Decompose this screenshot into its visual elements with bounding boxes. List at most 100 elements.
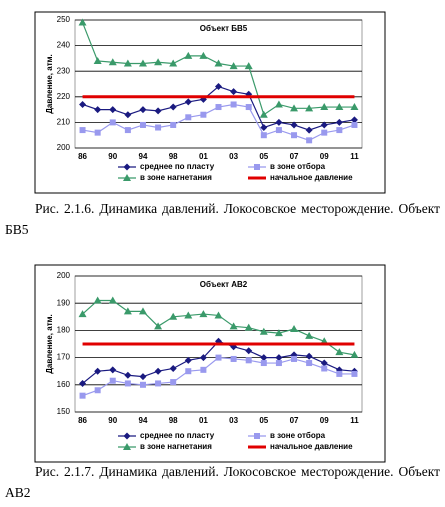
marker bbox=[260, 124, 268, 132]
marker bbox=[306, 360, 313, 367]
marker bbox=[229, 322, 238, 330]
marker bbox=[109, 377, 116, 384]
y-tick-label: 150 bbox=[57, 407, 71, 416]
marker bbox=[350, 116, 358, 124]
marker bbox=[155, 124, 162, 131]
marker bbox=[305, 104, 314, 112]
x-tick-label: 11 bbox=[350, 416, 359, 425]
series-line bbox=[81, 22, 355, 116]
legend-label: в зоне отбора bbox=[270, 162, 326, 171]
marker bbox=[124, 127, 131, 134]
marker bbox=[94, 367, 102, 375]
y-tick-label: 220 bbox=[57, 92, 71, 101]
x-tick-label: 07 bbox=[290, 152, 299, 161]
marker bbox=[200, 111, 207, 118]
marker bbox=[305, 126, 313, 134]
marker bbox=[170, 121, 177, 128]
legend-label: среднее по пласту bbox=[140, 162, 215, 171]
y-tick-label: 180 bbox=[57, 326, 71, 335]
marker bbox=[321, 129, 328, 136]
marker bbox=[244, 62, 253, 70]
x-tick-label: 98 bbox=[169, 152, 178, 161]
marker bbox=[335, 118, 343, 126]
chart-frame bbox=[34, 11, 386, 194]
marker bbox=[154, 107, 162, 115]
marker bbox=[155, 380, 162, 387]
marker bbox=[124, 111, 132, 119]
marker bbox=[335, 348, 344, 356]
marker bbox=[169, 364, 177, 372]
marker bbox=[336, 370, 343, 377]
marker bbox=[154, 367, 162, 375]
marker bbox=[320, 103, 329, 111]
marker bbox=[291, 355, 298, 362]
marker bbox=[350, 350, 359, 358]
marker bbox=[245, 347, 253, 355]
marker bbox=[124, 371, 132, 379]
y-tick-label: 250 bbox=[57, 15, 71, 24]
marker bbox=[320, 359, 328, 367]
marker bbox=[290, 121, 298, 129]
marker bbox=[351, 370, 358, 377]
marker bbox=[275, 354, 283, 362]
marker bbox=[108, 296, 117, 304]
x-tick-label: 09 bbox=[320, 416, 329, 425]
y-tick-label: 240 bbox=[57, 41, 71, 50]
chart-frame bbox=[34, 264, 386, 463]
series-line bbox=[82, 356, 355, 397]
legend-marker bbox=[254, 164, 260, 170]
marker bbox=[123, 307, 132, 315]
series-line bbox=[82, 299, 355, 356]
marker bbox=[184, 311, 193, 319]
x-tick-label: 03 bbox=[229, 416, 238, 425]
marker bbox=[79, 127, 86, 134]
marker bbox=[199, 354, 207, 362]
marker bbox=[79, 100, 87, 108]
marker bbox=[138, 307, 147, 315]
marker bbox=[215, 83, 222, 91]
marker bbox=[306, 137, 313, 144]
chart-title: Объект АВ2 bbox=[200, 280, 248, 289]
marker bbox=[214, 311, 223, 319]
y-tick-label: 170 bbox=[57, 353, 71, 362]
marker bbox=[94, 129, 101, 136]
legend-marker bbox=[123, 443, 131, 450]
x-tick-label: 01 bbox=[199, 416, 208, 425]
caption: Рис. 2.1.6. Динамика давлений. Локосовск… bbox=[5, 201, 440, 237]
marker bbox=[305, 352, 313, 360]
y-tick-label: 210 bbox=[57, 118, 71, 127]
marker bbox=[260, 354, 268, 362]
marker bbox=[169, 59, 178, 67]
marker bbox=[245, 104, 252, 111]
legend-label: начальное давление bbox=[270, 173, 353, 182]
marker bbox=[184, 356, 192, 364]
marker bbox=[290, 104, 299, 112]
marker bbox=[275, 118, 283, 126]
y-axis-label: Давление, атм. bbox=[45, 314, 54, 374]
marker bbox=[200, 366, 207, 373]
marker bbox=[245, 357, 252, 364]
legend-marker bbox=[254, 433, 260, 439]
marker bbox=[139, 121, 146, 128]
marker bbox=[214, 59, 223, 67]
marker bbox=[260, 132, 267, 139]
marker bbox=[229, 62, 238, 70]
marker bbox=[109, 106, 117, 114]
marker bbox=[184, 51, 193, 59]
series-line bbox=[82, 340, 355, 384]
marker bbox=[199, 51, 208, 59]
legend-label: в зоне нагнетания bbox=[140, 173, 212, 182]
y-tick-label: 200 bbox=[57, 271, 71, 280]
marker bbox=[79, 392, 86, 399]
legend-label: в зоне отбора bbox=[270, 431, 326, 440]
x-tick-label: 11 bbox=[350, 152, 359, 161]
marker bbox=[274, 329, 283, 337]
marker bbox=[184, 98, 192, 106]
marker bbox=[93, 296, 102, 304]
x-tick-label: 05 bbox=[259, 416, 268, 425]
marker bbox=[109, 119, 116, 126]
marker bbox=[290, 325, 299, 333]
marker bbox=[93, 56, 102, 64]
